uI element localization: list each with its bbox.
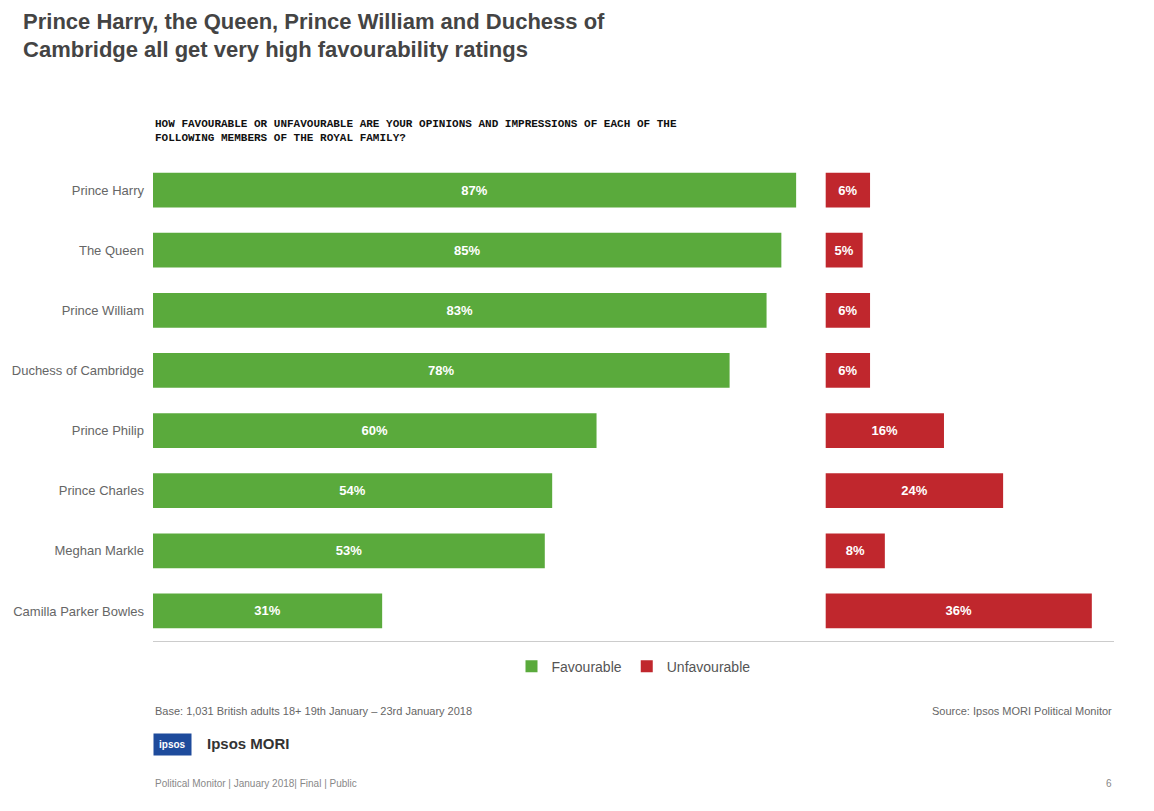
svg-text:Prince Philip: Prince Philip [72, 423, 144, 438]
svg-text:6%: 6% [838, 183, 857, 198]
svg-text:HOW FAVOURABLE OR UNFAVOURABLE: HOW FAVOURABLE OR UNFAVOURABLE ARE YOUR … [155, 118, 677, 144]
svg-text:85%: 85% [454, 243, 480, 258]
svg-text:Meghan Markle: Meghan Markle [54, 543, 144, 558]
svg-text:53%: 53% [336, 543, 362, 558]
svg-text:6%: 6% [838, 303, 857, 318]
svg-text:Source: Ipsos MORI Political M: Source: Ipsos MORI Political Monitor [932, 705, 1112, 717]
svg-text:Prince William: Prince William [62, 303, 144, 318]
svg-text:6: 6 [1106, 778, 1112, 789]
svg-text:60%: 60% [362, 423, 388, 438]
svg-text:Unfavourable: Unfavourable [667, 659, 750, 675]
svg-text:Prince Charles: Prince Charles [59, 483, 145, 498]
svg-text:78%: 78% [428, 363, 454, 378]
svg-text:87%: 87% [461, 183, 487, 198]
svg-text:Base: 1,031 British adults 18+: Base: 1,031 British adults 18+ 19th Janu… [155, 705, 472, 717]
svg-text:Ipsos MORI: Ipsos MORI [207, 735, 290, 752]
svg-text:Prince Harry: Prince Harry [72, 183, 145, 198]
svg-text:16%: 16% [872, 423, 898, 438]
svg-text:83%: 83% [447, 303, 473, 318]
svg-text:24%: 24% [901, 483, 927, 498]
svg-text:Camilla Parker Bowles: Camilla Parker Bowles [13, 603, 144, 618]
svg-text:Duchess of Cambridge: Duchess of Cambridge [12, 363, 144, 378]
svg-text:36%: 36% [946, 603, 972, 618]
svg-text:31%: 31% [254, 603, 280, 618]
svg-text:Favourable: Favourable [552, 659, 622, 675]
svg-text:The Queen: The Queen [79, 243, 144, 258]
svg-text:54%: 54% [339, 483, 365, 498]
svg-text:Prince Harry, the Queen, Princ: Prince Harry, the Queen, Prince William … [23, 9, 605, 63]
svg-text:ipsos: ipsos [159, 739, 186, 750]
svg-text:5%: 5% [835, 243, 854, 258]
svg-text:6%: 6% [838, 363, 857, 378]
svg-text:Political Monitor | January 20: Political Monitor | January 2018| Final … [155, 778, 357, 789]
svg-text:8%: 8% [846, 543, 865, 558]
